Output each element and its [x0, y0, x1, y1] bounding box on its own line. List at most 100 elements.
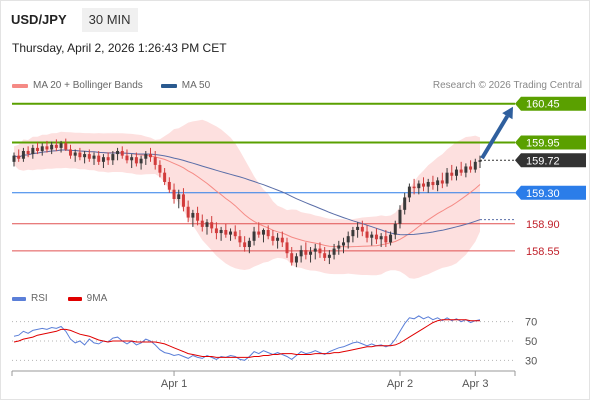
- candle: [68, 144, 72, 159]
- candle-body: [243, 242, 247, 248]
- candle-body: [106, 157, 110, 161]
- candle: [323, 247, 327, 261]
- candle-body: [473, 161, 477, 170]
- candle: [365, 225, 369, 243]
- candle-body: [294, 256, 298, 263]
- rsi-legend-label: RSI: [31, 293, 48, 304]
- candle: [224, 223, 228, 238]
- candle: [290, 247, 294, 266]
- candle: [92, 152, 96, 165]
- forecast-arrow-head: [502, 106, 513, 120]
- candle-body: [422, 183, 426, 187]
- candle-body: [276, 237, 280, 241]
- forecast-arrow: [480, 106, 513, 160]
- candle-body: [252, 231, 256, 241]
- candle: [299, 245, 303, 263]
- candle: [351, 226, 355, 243]
- candle: [379, 233, 383, 248]
- candle-body: [469, 166, 473, 170]
- candle: [327, 250, 331, 265]
- tag-background: [515, 153, 586, 168]
- candle-body: [116, 150, 120, 155]
- price-tag-support: 158.55: [526, 246, 560, 258]
- candle: [101, 154, 105, 169]
- candle-body: [374, 234, 378, 240]
- candle-body: [332, 248, 336, 255]
- price-tag-resistance: 160.45: [515, 96, 586, 111]
- timeframe-button[interactable]: 30 MIN: [81, 8, 138, 32]
- candle-body: [191, 212, 195, 218]
- candle-body: [120, 150, 124, 156]
- timestamp: Thursday, April 2, 2026 1:26:43 PM CET: [12, 41, 227, 55]
- candle-body: [78, 152, 82, 158]
- candle-body: [426, 181, 430, 187]
- moving-averages: [13, 149, 515, 248]
- candle: [374, 228, 378, 244]
- candle-body: [31, 147, 35, 155]
- tag-background: [515, 135, 586, 150]
- candle-body: [309, 251, 313, 255]
- candle: [389, 231, 393, 246]
- candle-body: [370, 234, 374, 238]
- candle-body: [144, 154, 148, 159]
- candle-body: [365, 231, 369, 238]
- candle: [186, 200, 190, 223]
- candle-body: [83, 154, 87, 158]
- candle-body: [125, 155, 129, 161]
- symbol-label[interactable]: USD/JPY: [8, 8, 74, 32]
- candle: [26, 146, 30, 158]
- rsi-legend: RSI 9MA: [12, 293, 107, 304]
- candle: [294, 253, 298, 268]
- candle-body: [101, 157, 105, 162]
- candle-body: [261, 229, 265, 235]
- candle-body: [440, 180, 444, 184]
- candle: [12, 152, 16, 167]
- candle: [125, 149, 129, 164]
- candle-body: [68, 149, 72, 156]
- candle-body: [186, 206, 190, 218]
- candle: [426, 178, 430, 193]
- candle: [111, 150, 115, 165]
- candle: [134, 152, 138, 167]
- price-tag-current: 159.72: [515, 153, 586, 168]
- candle: [200, 214, 204, 232]
- candle: [120, 146, 124, 159]
- candle: [45, 140, 49, 153]
- candle-body: [139, 158, 143, 164]
- candle: [393, 220, 397, 240]
- candle: [356, 222, 360, 238]
- candle-body: [280, 237, 284, 243]
- candle: [346, 231, 350, 249]
- candle: [450, 164, 454, 181]
- candle-body: [36, 147, 40, 151]
- candle: [130, 154, 134, 169]
- level-value: 158.90: [526, 219, 560, 231]
- candle-body: [318, 248, 322, 254]
- candle-body: [407, 186, 411, 198]
- candle-body: [12, 155, 16, 162]
- ma20-swatch: [12, 83, 28, 88]
- candle-body: [200, 220, 204, 227]
- candle: [417, 180, 421, 195]
- rsi-ma-swatch: [67, 296, 82, 301]
- candle-body: [238, 236, 242, 243]
- candle: [454, 166, 458, 181]
- x-tick-label: Apr 2: [387, 378, 413, 390]
- candle: [473, 158, 477, 173]
- candle-body: [26, 150, 30, 155]
- candle-body: [111, 154, 115, 161]
- candle: [214, 222, 218, 240]
- candle: [341, 237, 345, 254]
- candle-body: [210, 222, 214, 229]
- candle: [191, 209, 195, 227]
- candle: [167, 177, 171, 193]
- rsi-ma-legend-label: 9MA: [86, 293, 108, 304]
- candle: [459, 161, 463, 176]
- candle-body: [167, 181, 171, 190]
- candle: [436, 177, 440, 192]
- level-value: 159.72: [526, 155, 560, 167]
- candle-body: [393, 223, 397, 235]
- candle-body: [196, 212, 200, 221]
- candle: [144, 150, 148, 165]
